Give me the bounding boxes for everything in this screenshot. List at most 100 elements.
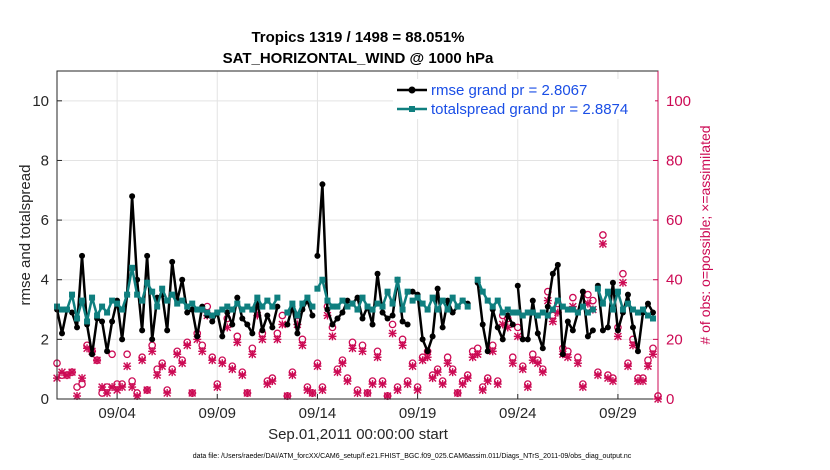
rmse-point [444, 297, 451, 304]
plot-background [57, 71, 658, 399]
totalspread-point [644, 312, 651, 319]
rmse-line-segment [476, 282, 514, 353]
obs-possible-marker [589, 296, 597, 305]
y-right-tick-label: 0 [666, 391, 674, 408]
totalspread-point [539, 309, 546, 316]
rmse-point [249, 330, 256, 337]
rmse-point [384, 315, 391, 322]
y-axis-right-label: # of obs: o=possible; ×=assimilated [697, 125, 713, 344]
rmse-point [329, 321, 336, 328]
obs-assimilated-marker [408, 362, 417, 371]
obs-assimilated-marker [123, 362, 132, 371]
obs-assimilated-marker [173, 350, 182, 359]
obs-assimilated-marker [388, 329, 397, 338]
obs-assimilated-marker [518, 365, 527, 374]
obs-assimilated-marker [618, 278, 627, 287]
totalspread-point [204, 309, 211, 316]
obs-assimilated-marker [218, 359, 227, 368]
rmse-point [529, 297, 536, 304]
totalspread-point [394, 276, 401, 283]
obs-assimilated-marker [613, 332, 622, 341]
totalspread-point [604, 288, 611, 295]
rmse-point [564, 318, 571, 325]
totalspread-point [334, 303, 341, 310]
obs-assimilated-marker [473, 350, 482, 359]
obs-assimilated-marker [373, 353, 382, 362]
totalspread-point [64, 306, 71, 313]
rmse-point [434, 285, 441, 292]
y-right-tick-label: 80 [666, 152, 683, 169]
totalspread-point [409, 297, 416, 304]
obs-assimilated-marker [163, 389, 172, 398]
rmse-point [629, 324, 636, 331]
rmse-point [584, 333, 591, 340]
rmse-point [144, 252, 151, 259]
rmse-point [334, 315, 341, 322]
rmse-point [504, 312, 511, 319]
obs-assimilated-marker [143, 386, 152, 395]
totalspread-point [459, 297, 466, 304]
y-right-tick-label: 20 [666, 331, 683, 348]
totalspread-point [514, 309, 521, 316]
totalspread-point [339, 297, 346, 304]
totalspread-point [429, 294, 436, 301]
x-axis-label: Sep.01,2011 00:00:00 start [268, 426, 449, 443]
obs-assimilated-marker [638, 377, 647, 386]
rmse-point [359, 315, 366, 322]
rmse-point [409, 288, 416, 295]
obs-assimilated-marker [648, 350, 657, 359]
obs-assimilated-marker [483, 377, 492, 386]
obs-assimilated-marker [58, 368, 67, 377]
rmse-point [129, 193, 136, 200]
rmse-point [379, 309, 386, 316]
totalspread-point [289, 300, 296, 307]
totalspread-point [464, 303, 471, 310]
obs-assimilated-marker [213, 383, 222, 392]
totalspread-point [479, 288, 486, 295]
obs-assimilated-marker [268, 377, 277, 386]
totalspread-point [519, 312, 526, 319]
obs-assimilated-marker [488, 347, 497, 356]
totalspread-point [564, 306, 571, 313]
totalspread-point [99, 303, 106, 310]
totalspread-point [444, 306, 451, 313]
totalspread-point [209, 312, 216, 319]
obs-assimilated-marker [463, 374, 472, 383]
legend: rmse grand pr = 2.8067 totalspread grand… [393, 79, 655, 119]
rmse-point [194, 333, 201, 340]
obs-assimilated-marker [453, 389, 462, 398]
obs-assimilated-marker [368, 380, 377, 389]
obs-assimilated-marker [563, 353, 572, 362]
x-axis-ticks: 09/04 09/09 09/14 09/19 09/24 09/29 [98, 394, 637, 422]
totalspread-point [399, 306, 406, 313]
y-axis-right-ticks: 0 20 40 60 80 100 [653, 71, 691, 408]
obs-assimilated-marker [108, 383, 117, 392]
totalspread-point [189, 300, 196, 307]
totalspread-point [594, 285, 601, 292]
legend-background [393, 79, 655, 119]
totalspread-point [374, 300, 381, 307]
rmse-point [539, 345, 546, 352]
totalspread-point [524, 309, 531, 316]
obs-assimilated-marker [573, 359, 582, 368]
obs-assimilated-marker [598, 239, 607, 248]
totalspread-point [354, 306, 361, 313]
obs-assimilated-marker [118, 383, 127, 392]
x-tick-label: 09/09 [198, 405, 236, 422]
rmse-point [139, 327, 146, 334]
obs-assimilated-marker [443, 359, 452, 368]
totalspread-point [214, 309, 221, 316]
rmse-point [634, 348, 641, 355]
rmse-point [324, 306, 331, 313]
totalspread-point [59, 306, 66, 313]
totalspread-point [634, 309, 641, 316]
rmse-point [89, 351, 96, 358]
obs-assimilated-marker [383, 392, 392, 401]
totalspread-point [284, 309, 291, 316]
totalspread-point [219, 306, 226, 313]
totalspread-point [144, 279, 151, 286]
totalspread-point [259, 303, 266, 310]
obs-assimilated-marker [493, 380, 502, 389]
totalspread-point [384, 288, 391, 295]
obs-assimilated-marker [273, 335, 282, 344]
